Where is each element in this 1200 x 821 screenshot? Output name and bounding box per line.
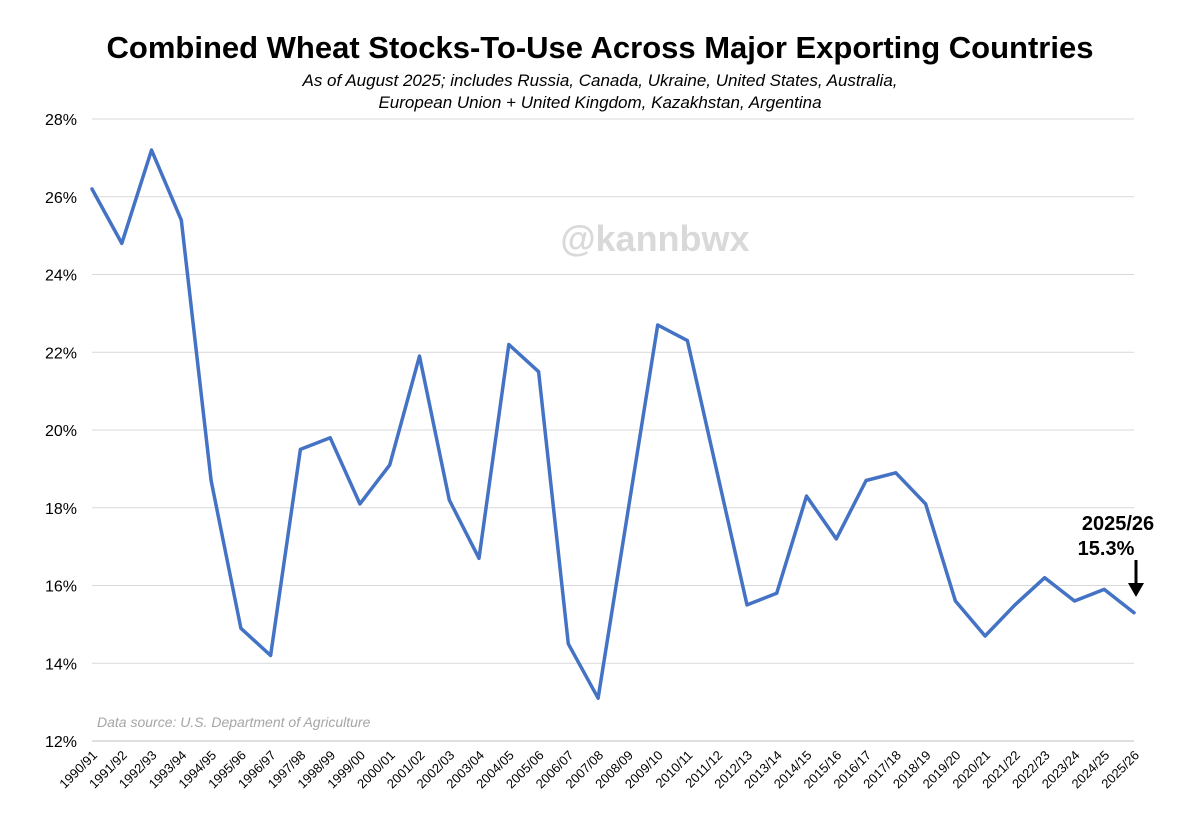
data-point bbox=[537, 370, 541, 374]
y-tick-label: 26% bbox=[45, 190, 77, 207]
data-point bbox=[298, 447, 302, 451]
series-line bbox=[90, 148, 1136, 700]
data-point bbox=[626, 510, 630, 514]
data-point bbox=[1013, 603, 1017, 607]
data-point bbox=[924, 502, 928, 506]
data-point bbox=[715, 471, 719, 475]
data-point bbox=[328, 436, 332, 440]
subtitle-line-2: European Union + United Kingdom, Kazakhs… bbox=[378, 93, 822, 112]
data-point bbox=[775, 591, 779, 595]
data-point bbox=[447, 498, 451, 502]
y-tick-label: 18% bbox=[45, 501, 77, 518]
y-tick-label: 24% bbox=[45, 268, 77, 285]
data-point bbox=[1043, 576, 1047, 580]
data-point bbox=[179, 218, 183, 222]
data-point bbox=[656, 323, 660, 327]
data-point bbox=[983, 634, 987, 638]
data-point bbox=[90, 187, 94, 191]
data-point bbox=[805, 494, 809, 498]
data-point bbox=[596, 696, 600, 700]
data-point bbox=[953, 599, 957, 603]
y-tick-label: 12% bbox=[45, 734, 77, 751]
chart-title: Combined Wheat Stocks-To-Use Across Majo… bbox=[106, 30, 1094, 65]
data-point bbox=[1102, 587, 1106, 591]
data-point bbox=[388, 463, 392, 467]
data-point bbox=[894, 471, 898, 475]
series-group bbox=[90, 148, 1136, 700]
data-point bbox=[150, 148, 154, 152]
x-axis-ticks: 1990/911991/921992/931993/941994/951995/… bbox=[56, 748, 1142, 792]
data-point bbox=[239, 626, 243, 630]
y-tick-label: 22% bbox=[45, 345, 77, 362]
data-point bbox=[566, 642, 570, 646]
annotation: 2025/26 15.3% bbox=[1078, 513, 1154, 597]
y-tick-label: 16% bbox=[45, 579, 77, 596]
data-point bbox=[477, 556, 481, 560]
data-point bbox=[507, 342, 511, 346]
data-point bbox=[864, 479, 868, 483]
y-tick-label: 14% bbox=[45, 656, 77, 673]
data-point bbox=[1072, 599, 1076, 603]
gridlines bbox=[92, 118, 1134, 742]
annotation-value: 15.3% bbox=[1078, 538, 1135, 560]
y-tick-label: 20% bbox=[45, 423, 77, 440]
chart-subtitle: As of August 2025; includes Russia, Cana… bbox=[0, 70, 1200, 114]
watermark: @kannbwx bbox=[560, 218, 749, 259]
data-point bbox=[834, 537, 838, 541]
data-point bbox=[269, 653, 273, 657]
data-point bbox=[1132, 611, 1136, 615]
data-point bbox=[120, 241, 124, 245]
data-point bbox=[358, 502, 362, 506]
subtitle-line-1: As of August 2025; includes Russia, Cana… bbox=[302, 71, 898, 90]
annotation-arrow-head bbox=[1128, 583, 1144, 597]
data-point bbox=[417, 354, 421, 358]
data-point bbox=[745, 603, 749, 607]
y-axis-ticks: 12% 14% 16% 18% 20% 22% 24% 26% 28% bbox=[45, 112, 77, 751]
annotation-year: 2025/26 bbox=[1082, 513, 1154, 535]
data-source-note: Data source: U.S. Department of Agricult… bbox=[97, 714, 371, 730]
data-point bbox=[685, 339, 689, 343]
y-tick-label: 28% bbox=[45, 112, 77, 129]
data-point bbox=[209, 479, 213, 483]
